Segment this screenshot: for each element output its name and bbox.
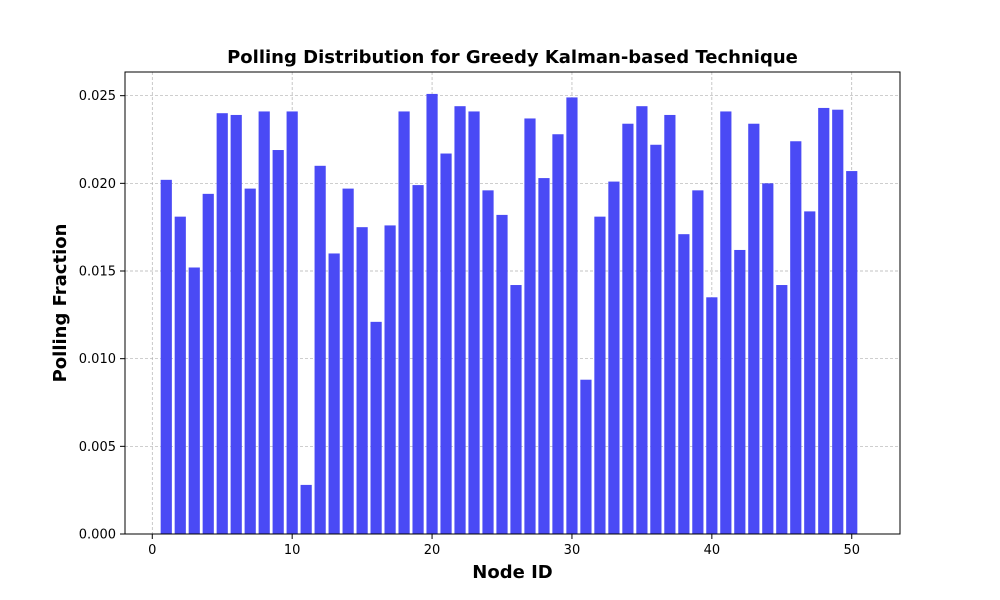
bar-node-29 bbox=[552, 134, 564, 534]
bar-node-6 bbox=[230, 114, 242, 534]
x-tick-label: 0 bbox=[148, 543, 156, 558]
chart-title: Polling Distribution for Greedy Kalman-b… bbox=[227, 47, 798, 68]
x-tick-label: 40 bbox=[704, 543, 721, 558]
bar-node-45 bbox=[776, 285, 788, 534]
y-tick-label: 0.010 bbox=[79, 352, 116, 367]
bar-node-24 bbox=[482, 190, 494, 534]
bar-node-38 bbox=[678, 234, 690, 534]
bar-node-7 bbox=[244, 188, 256, 534]
bar-node-41 bbox=[720, 111, 732, 535]
bar-node-13 bbox=[328, 253, 340, 534]
bar-node-44 bbox=[762, 183, 774, 534]
bar-node-22 bbox=[454, 106, 466, 534]
bar-node-4 bbox=[202, 193, 214, 535]
bar-node-32 bbox=[594, 216, 606, 534]
y-axis: 0.000 0.005 0.010 0.015 0.020 0.025 bbox=[79, 89, 125, 543]
y-tick-label: 0.020 bbox=[79, 177, 116, 192]
y-tick-label: 0.015 bbox=[79, 265, 116, 280]
bar-node-11 bbox=[300, 484, 312, 534]
bar-node-17 bbox=[384, 225, 396, 534]
plot-frame bbox=[124, 71, 901, 535]
bar-node-40 bbox=[706, 297, 718, 534]
bar-node-47 bbox=[804, 211, 816, 535]
bar-node-35 bbox=[636, 106, 648, 534]
bar-node-43 bbox=[748, 123, 760, 534]
bar-node-28 bbox=[538, 178, 550, 534]
bar-node-34 bbox=[622, 123, 634, 534]
bar-node-31 bbox=[580, 379, 592, 534]
x-axis-label: Node ID bbox=[472, 562, 552, 583]
bar-node-9 bbox=[272, 150, 284, 534]
bar-node-16 bbox=[370, 321, 382, 534]
y-tick-label: 0.025 bbox=[79, 89, 116, 104]
bar-node-27 bbox=[524, 118, 536, 534]
bar-node-19 bbox=[412, 185, 424, 535]
bar-node-3 bbox=[188, 267, 200, 534]
bar-node-23 bbox=[468, 111, 480, 535]
bar-node-25 bbox=[496, 214, 508, 534]
bar-node-48 bbox=[818, 107, 830, 534]
bar-node-33 bbox=[608, 181, 620, 534]
bar-node-36 bbox=[650, 144, 662, 534]
x-tick-label: 30 bbox=[564, 543, 581, 558]
bar-node-37 bbox=[664, 114, 676, 534]
bar-node-1 bbox=[160, 179, 172, 534]
x-tick-label: 50 bbox=[843, 543, 860, 558]
bar-node-14 bbox=[342, 188, 354, 534]
bar-node-39 bbox=[692, 190, 704, 534]
y-tick-label: 0.005 bbox=[79, 440, 116, 455]
y-tick-label: 0.000 bbox=[79, 528, 116, 543]
bar-node-12 bbox=[314, 165, 326, 534]
bar-node-15 bbox=[356, 227, 368, 534]
bar-node-50 bbox=[846, 171, 858, 534]
bar-node-21 bbox=[440, 153, 452, 534]
x-axis: 0 10 20 30 40 50 bbox=[148, 534, 860, 558]
bar-node-5 bbox=[216, 113, 228, 534]
bar-node-2 bbox=[174, 216, 186, 534]
bar-node-8 bbox=[258, 111, 270, 535]
bar-node-42 bbox=[734, 249, 746, 535]
bar-node-10 bbox=[286, 111, 298, 535]
bar-node-20 bbox=[426, 93, 438, 535]
bars bbox=[160, 93, 858, 535]
bar-node-46 bbox=[790, 141, 802, 534]
bar-node-18 bbox=[398, 111, 410, 535]
y-axis-label: Polling Fraction bbox=[50, 224, 71, 383]
x-tick-label: 20 bbox=[424, 543, 441, 558]
bar-node-30 bbox=[566, 97, 578, 534]
bar-node-26 bbox=[510, 285, 522, 534]
bar-node-49 bbox=[832, 109, 844, 534]
x-tick-label: 10 bbox=[284, 543, 301, 558]
